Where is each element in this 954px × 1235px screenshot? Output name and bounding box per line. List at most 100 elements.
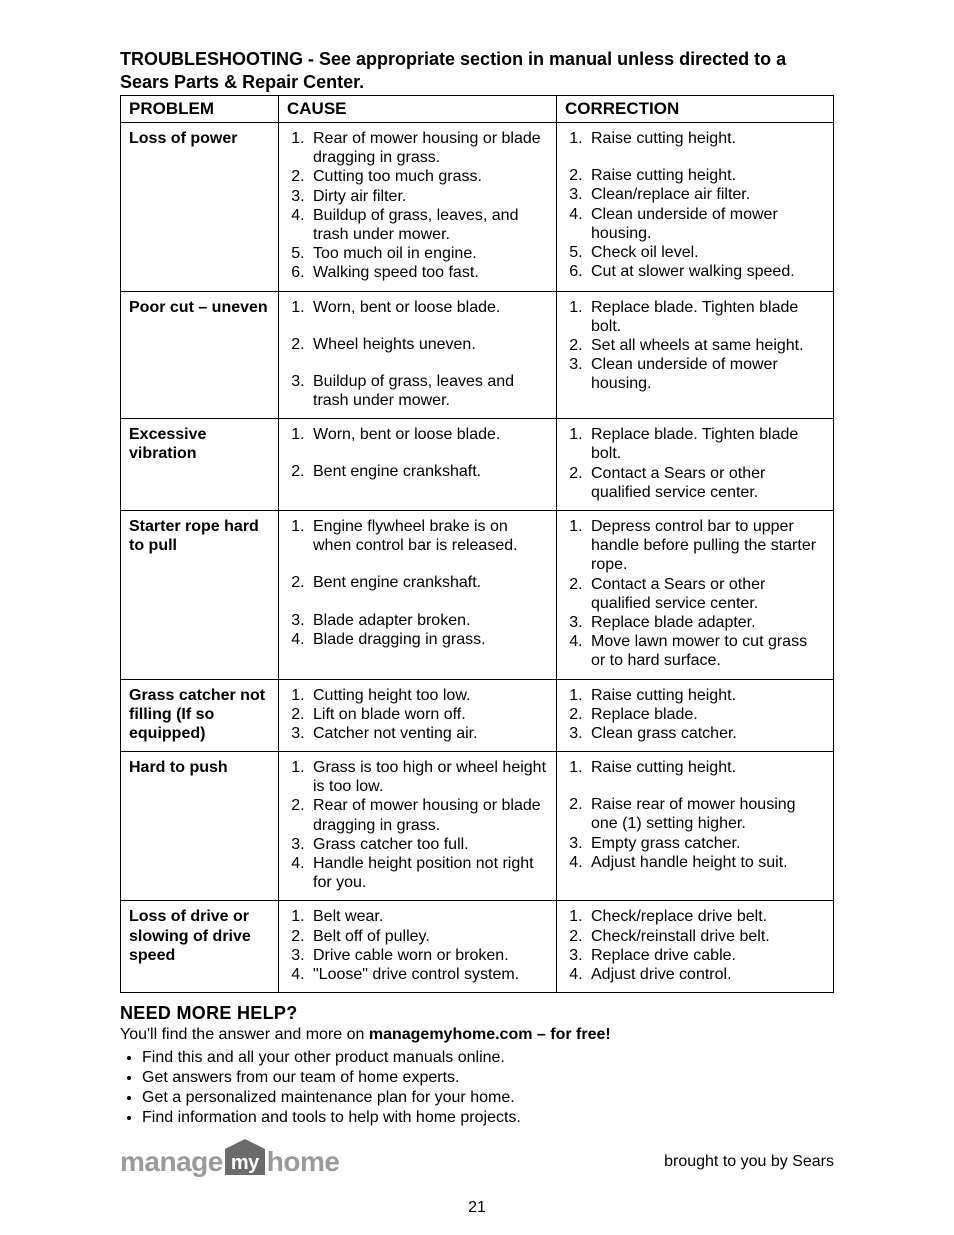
cause-item: Rear of mower housing or blade dragging … [309, 796, 548, 834]
correction-item: Clean underside of mower housing. [587, 205, 825, 243]
logo-text-manage: manage [120, 1146, 223, 1178]
cause-item: Worn, bent or loose blade. [309, 298, 548, 317]
table-body: Loss of power Rear of mower housing or b… [121, 123, 834, 993]
correction-item: Move lawn mower to cut grass or to hard … [587, 632, 825, 670]
correction-item: Raise cutting height. [587, 166, 825, 185]
cause-list: Belt wear. Belt off of pulley. Drive cab… [287, 907, 548, 984]
correction-item: Contact a Sears or other qualified servi… [587, 464, 825, 502]
help-bullet: Get answers from our team of home expert… [142, 1068, 834, 1088]
logo-house-icon: my [225, 1149, 265, 1175]
correction-list: Depress control bar to upper handle befo… [565, 517, 825, 671]
correction-item: Check oil level. [587, 243, 825, 262]
cause-item: Too much oil in engine. [309, 244, 548, 263]
problem-label: Grass catcher not filling (If so equippe… [129, 686, 270, 744]
table-row: Starter rope hard to pull Engine flywhee… [121, 511, 834, 680]
cause-item: Catcher not venting air. [309, 724, 548, 743]
cause-item: Rear of mower housing or blade dragging … [309, 129, 548, 167]
correction-item: Adjust handle height to suit. [587, 853, 825, 872]
correction-item: Replace drive cable. [587, 946, 825, 965]
cause-list: Worn, bent or loose blade. Wheel heights… [287, 298, 548, 411]
cause-item: Wheel heights uneven. [309, 335, 548, 354]
table-row: Hard to push Grass is too high or wheel … [121, 752, 834, 901]
cause-item: Bent engine crankshaft. [309, 573, 548, 592]
correction-item: Clean grass catcher. [587, 724, 825, 743]
cause-item: Cutting too much grass. [309, 167, 548, 186]
correction-item: Replace blade adapter. [587, 613, 825, 632]
col-header-correction: CORRECTION [557, 96, 834, 123]
cause-item: Handle height position not right for you… [309, 854, 548, 892]
page-number: 21 [468, 1199, 486, 1217]
cause-item: Cutting height too low. [309, 686, 548, 705]
correction-item: Raise cutting height. [587, 129, 825, 148]
help-intro-bold: managemyhome.com – for free! [369, 1026, 611, 1043]
cause-item: Engine flywheel brake is on when control… [309, 517, 548, 555]
need-help-intro: You'll find the answer and more on manag… [120, 1026, 834, 1044]
troubleshooting-heading: TROUBLESHOOTING - See appropriate sectio… [120, 48, 834, 93]
col-header-cause: CAUSE [279, 96, 557, 123]
cause-item: Buildup of grass, leaves, and trash unde… [309, 206, 548, 244]
logo-text-my: my [225, 1149, 265, 1175]
cause-list: Grass is too high or wheel height is too… [287, 758, 548, 892]
cause-list: Worn, bent or loose blade. Bent engine c… [287, 425, 548, 481]
correction-item: Clean/replace air filter. [587, 185, 825, 204]
logo-text-home: home [267, 1146, 340, 1178]
problem-label: Loss of power [129, 129, 270, 148]
correction-item: Raise rear of mower housing one (1) sett… [587, 795, 825, 833]
help-bullet-list: Find this and all your other product man… [120, 1048, 834, 1128]
cause-item: Worn, bent or loose blade. [309, 425, 548, 444]
correction-item: Clean underside of mower housing. [587, 355, 825, 393]
correction-list: Raise cutting height. Raise cutting heig… [565, 129, 825, 281]
problem-label: Hard to push [129, 758, 270, 777]
correction-list: Raise cutting height. Replace blade. Cle… [565, 686, 825, 744]
cause-item: Grass catcher too full. [309, 835, 548, 854]
need-help-heading: NEED MORE HELP? [120, 1003, 834, 1024]
cause-item: Belt off of pulley. [309, 927, 548, 946]
managemyhome-logo: manage my home [120, 1146, 339, 1178]
cause-item: Dirty air filter. [309, 187, 548, 206]
correction-item: Adjust drive control. [587, 965, 825, 984]
problem-label: Loss of drive or slowing of drive speed [129, 907, 270, 965]
help-intro-text: You'll find the answer and more on [120, 1026, 369, 1043]
table-row: Excessive vibration Worn, bent or loose … [121, 419, 834, 511]
problem-label: Excessive vibration [129, 425, 270, 463]
cause-item: Belt wear. [309, 907, 548, 926]
cause-item: Bent engine crankshaft. [309, 462, 548, 481]
cause-item: Grass is too high or wheel height is too… [309, 758, 548, 796]
cause-list: Cutting height too low. Lift on blade wo… [287, 686, 548, 744]
correction-item: Raise cutting height. [587, 686, 825, 705]
problem-label: Poor cut – uneven [129, 298, 270, 317]
help-bullet: Get a personalized maintenance plan for … [142, 1088, 834, 1108]
table-row: Grass catcher not filling (If so equippe… [121, 679, 834, 752]
table-row: Poor cut – uneven Worn, bent or loose bl… [121, 291, 834, 419]
cause-item: Buildup of grass, leaves and trash under… [309, 372, 548, 410]
correction-list: Replace blade. Tighten blade bolt. Conta… [565, 425, 825, 502]
correction-item: Empty grass catcher. [587, 834, 825, 853]
cause-item: Drive cable worn or broken. [309, 946, 548, 965]
table-row: Loss of power Rear of mower housing or b… [121, 123, 834, 292]
troubleshooting-table: PROBLEM CAUSE CORRECTION Loss of power R… [120, 95, 834, 993]
correction-item: Check/reinstall drive belt. [587, 927, 825, 946]
cause-item: Lift on blade worn off. [309, 705, 548, 724]
correction-item: Contact a Sears or other qualified servi… [587, 575, 825, 613]
help-bullet: Find this and all your other product man… [142, 1048, 834, 1068]
col-header-problem: PROBLEM [121, 96, 279, 123]
correction-list: Raise cutting height. Raise rear of mowe… [565, 758, 825, 872]
cause-item: "Loose" drive control system. [309, 965, 548, 984]
cause-item: Blade adapter broken. [309, 611, 548, 630]
table-header-row: PROBLEM CAUSE CORRECTION [121, 96, 834, 123]
correction-item: Cut at slower walking speed. [587, 262, 825, 281]
correction-item: Replace blade. [587, 705, 825, 724]
correction-item: Raise cutting height. [587, 758, 825, 777]
cause-list: Rear of mower housing or blade dragging … [287, 129, 548, 283]
cause-item: Walking speed too fast. [309, 263, 548, 282]
correction-item: Check/replace drive belt. [587, 907, 825, 926]
correction-list: Replace blade. Tighten blade bolt. Set a… [565, 298, 825, 394]
footer-row: manage my home brought to you by Sears [120, 1146, 834, 1178]
correction-item: Depress control bar to upper handle befo… [587, 517, 825, 575]
cause-item: Blade dragging in grass. [309, 630, 548, 649]
correction-item: Replace blade. Tighten blade bolt. [587, 298, 825, 336]
correction-list: Check/replace drive belt. Check/reinstal… [565, 907, 825, 984]
cause-list: Engine flywheel brake is on when control… [287, 517, 548, 649]
help-bullet: Find information and tools to help with … [142, 1108, 834, 1128]
brought-by-sears: brought to you by Sears [664, 1153, 834, 1171]
